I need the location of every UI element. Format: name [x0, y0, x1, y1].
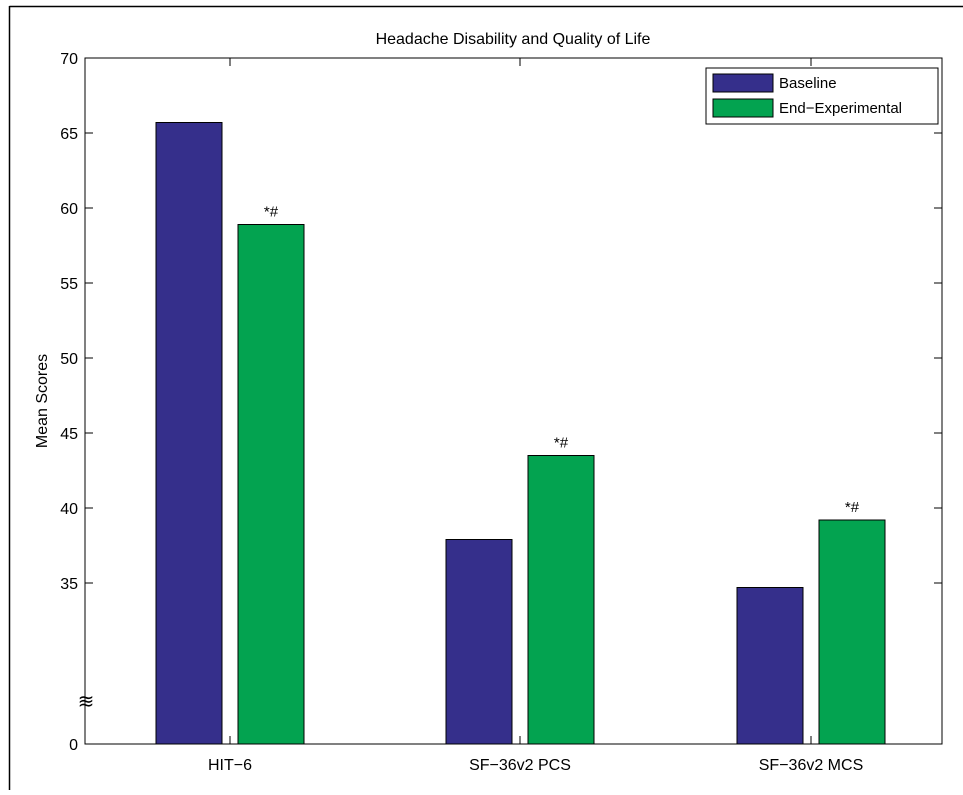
legend-label-end-experimental: End−Experimental: [779, 100, 902, 117]
y-tick-label: 60: [60, 201, 78, 218]
y-axis-label: Mean Scores: [34, 354, 51, 448]
significance-annotation: *#: [264, 204, 279, 221]
bar-end-experimental-0: [237, 224, 305, 745]
significance-annotation: *#: [845, 499, 860, 516]
bars-group: *# *# *#: [155, 122, 886, 745]
y-tick-label: 0: [69, 737, 78, 754]
y-tick-label: 35: [60, 576, 78, 593]
legend-label-baseline: Baseline: [779, 75, 837, 92]
legend: Baseline End−Experimental: [705, 67, 939, 125]
legend-swatch-end-experimental: [712, 98, 774, 118]
x-tick-label: SF−36v2 PCS: [469, 757, 571, 774]
y-tick-label: 40: [60, 501, 78, 518]
y-tick-label: 45: [60, 426, 78, 443]
x-tick-label: SF−36v2 MCS: [759, 757, 863, 774]
legend-swatch-baseline: [712, 73, 774, 93]
axis-break-symbol: ≋: [78, 691, 95, 713]
bar-baseline-1: [445, 539, 513, 745]
bar-baseline-2: [736, 587, 804, 745]
bar-end-experimental-2: [818, 519, 886, 745]
plot-area: [84, 57, 943, 745]
chart-title: Headache Disability and Quality of Life: [376, 31, 651, 48]
bar-end-experimental-1: [527, 455, 595, 745]
y-axis: 0 35 40 45 50 55 60 65 70: [60, 51, 942, 754]
y-tick-label: 55: [60, 276, 78, 293]
y-tick-label: 65: [60, 126, 78, 143]
x-axis: HIT−6 SF−36v2 PCS SF−36v2 MCS: [208, 58, 863, 774]
significance-annotation: *#: [554, 435, 569, 452]
bar-baseline-0: [155, 122, 223, 745]
x-tick-label: HIT−6: [208, 757, 252, 774]
y-tick-label: 50: [60, 351, 78, 368]
y-tick-label: 70: [60, 51, 78, 68]
